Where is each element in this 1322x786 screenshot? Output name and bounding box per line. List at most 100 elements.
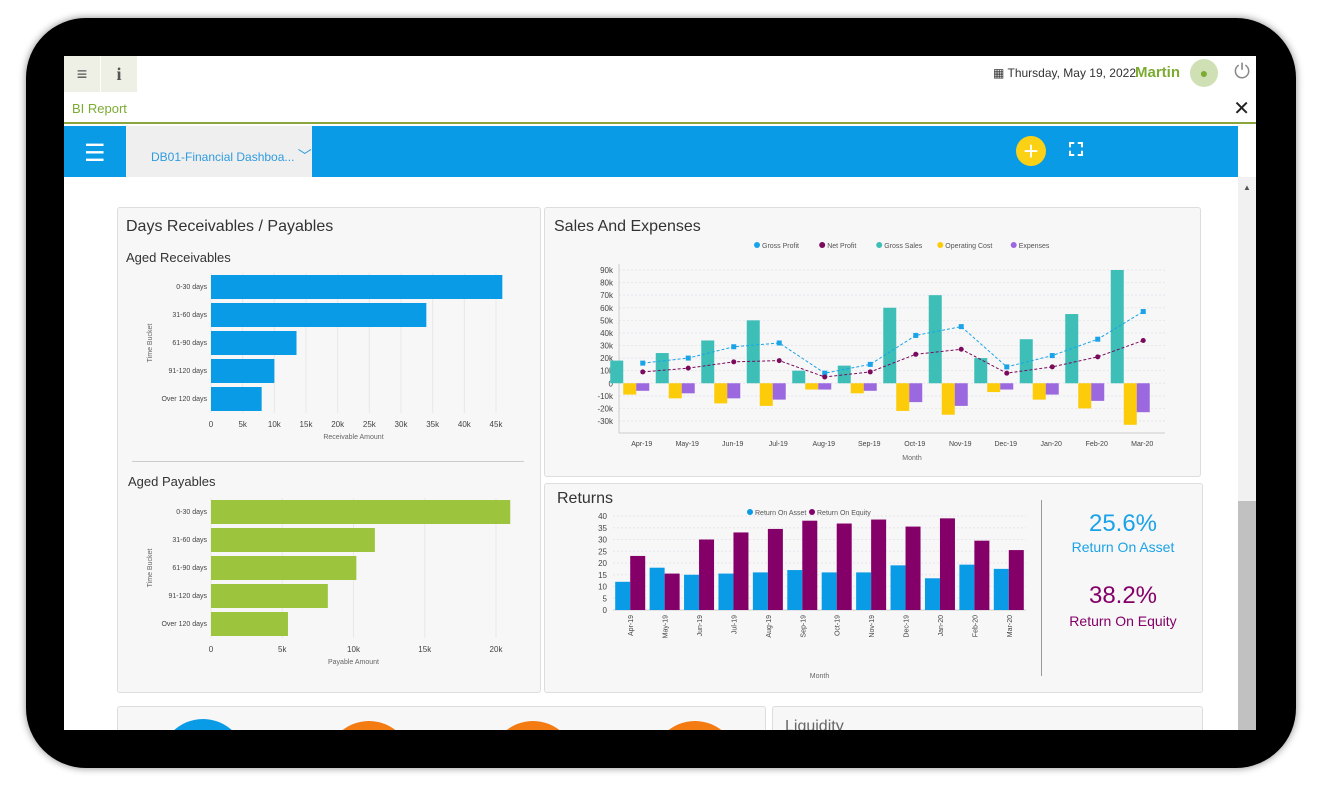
bar bbox=[954, 383, 968, 406]
dashboard-select[interactable]: DB01-Financial Dashboa... ﹀ bbox=[126, 126, 312, 177]
data-point bbox=[1140, 309, 1146, 315]
data-point bbox=[776, 358, 782, 364]
date-display: ▦ Thursday, May 19, 2022 bbox=[993, 66, 1136, 80]
legend-marker bbox=[747, 509, 753, 515]
data-point bbox=[731, 359, 737, 365]
dashboard-menu-icon[interactable]: ☰ bbox=[84, 140, 106, 167]
bar bbox=[863, 383, 877, 391]
bar bbox=[615, 581, 631, 610]
bar bbox=[211, 303, 427, 327]
category-label: 31-60 days bbox=[172, 312, 207, 319]
gauge-circle bbox=[160, 719, 246, 730]
data-point bbox=[867, 369, 873, 375]
scroll-up-icon[interactable]: ▲ bbox=[1243, 183, 1251, 192]
tick-label: 25k bbox=[363, 420, 377, 429]
report-tab-bar: BI Report ✕ bbox=[64, 92, 1256, 124]
add-button[interactable]: + bbox=[1016, 136, 1046, 166]
legend-marker bbox=[809, 509, 815, 515]
tick-label: 80k bbox=[600, 279, 614, 288]
tick-label: 10k bbox=[268, 420, 282, 429]
legend-marker bbox=[876, 242, 883, 248]
avatar[interactable]: ● bbox=[1190, 59, 1218, 87]
legend-marker bbox=[937, 242, 944, 248]
tick-label: Oct-19 bbox=[904, 441, 925, 448]
tick-label: 40k bbox=[458, 420, 472, 429]
bar bbox=[890, 565, 906, 610]
tick-label: 30k bbox=[600, 342, 614, 351]
data-point bbox=[776, 340, 782, 346]
legend-marker bbox=[754, 242, 760, 248]
tick-label: 5k bbox=[278, 645, 287, 654]
bar bbox=[974, 358, 988, 384]
aged-payables-chart: 0 5k 10k 15k 20k 0-30 days 31-60 days 61-90 day… bbox=[147, 498, 511, 666]
bar bbox=[1078, 383, 1092, 409]
hamburger-menu-icon[interactable]: ≡ bbox=[64, 56, 100, 92]
close-icon[interactable]: ✕ bbox=[1233, 98, 1250, 120]
bar bbox=[941, 383, 955, 415]
legend-marker bbox=[1010, 242, 1017, 248]
screen: ≡ i ▦ Thursday, May 19, 2022 Martin ● ⏻ … bbox=[64, 56, 1256, 730]
bar bbox=[772, 383, 786, 400]
bar bbox=[636, 383, 650, 391]
tick-label: 15 bbox=[598, 571, 607, 580]
bar bbox=[1045, 383, 1059, 395]
gauge-circle bbox=[490, 721, 576, 730]
scrollbar-thumb[interactable] bbox=[1238, 501, 1256, 730]
x-axis-label: Month bbox=[810, 673, 830, 680]
roa-value: 25.6% bbox=[1088, 510, 1158, 537]
bar bbox=[939, 518, 955, 610]
calendar-icon: ▦ bbox=[993, 66, 1008, 80]
data-point bbox=[958, 324, 964, 330]
data-point bbox=[1095, 336, 1101, 342]
legend-label: Return On Equity bbox=[817, 510, 871, 517]
data-point bbox=[731, 344, 737, 350]
dashboard-toolbar: ☰ DB01-Financial Dashboa... ﹀ + bbox=[64, 126, 1238, 177]
bar bbox=[681, 383, 695, 394]
bar bbox=[836, 523, 852, 610]
bar bbox=[714, 383, 728, 404]
data-point bbox=[913, 351, 919, 357]
bar bbox=[733, 532, 749, 610]
tick-label: 35 bbox=[598, 524, 607, 533]
bar bbox=[699, 539, 715, 610]
aged-payables-title: Aged Payables bbox=[128, 474, 216, 489]
category-label: 61-90 days bbox=[172, 340, 207, 347]
bar bbox=[759, 383, 773, 406]
category-label: 0-30 days bbox=[176, 284, 207, 291]
data-point bbox=[640, 360, 646, 366]
tick-label: 20k bbox=[600, 354, 614, 363]
gauge-circle bbox=[652, 721, 738, 730]
bar bbox=[718, 573, 734, 610]
bar bbox=[1136, 383, 1150, 413]
bar bbox=[871, 519, 887, 610]
aged-receivables-chart: 0 5k 10k 15k 20k 25k 30k 35k 40k 45k 0-30 days 31-6… bbox=[147, 273, 503, 441]
bar bbox=[211, 331, 297, 355]
category-label: Over 120 days bbox=[161, 621, 207, 628]
bar bbox=[767, 528, 783, 610]
tick-label: Feb-20 bbox=[1086, 441, 1108, 448]
bar bbox=[623, 383, 637, 395]
tick-label: 30k bbox=[395, 420, 409, 429]
bar bbox=[1123, 383, 1137, 425]
tick-label: Aug-19 bbox=[766, 615, 773, 638]
aged-receivables-title: Aged Receivables bbox=[126, 250, 231, 265]
date-text: Thursday, May 19, 2022 bbox=[1007, 66, 1136, 80]
report-tab-title[interactable]: BI Report bbox=[72, 101, 127, 116]
user-name[interactable]: Martin bbox=[1135, 64, 1180, 81]
bar bbox=[1032, 383, 1046, 400]
fullscreen-icon[interactable] bbox=[1069, 142, 1083, 156]
tick-label: Dec-19 bbox=[994, 441, 1017, 448]
data-point bbox=[913, 332, 919, 338]
data-point bbox=[1004, 364, 1010, 370]
power-icon[interactable]: ⏻ bbox=[1234, 61, 1250, 83]
liquidity-panel: Liquidity bbox=[772, 706, 1203, 730]
info-icon[interactable]: i bbox=[101, 56, 137, 92]
category-label: 91-120 days bbox=[168, 593, 207, 600]
panel-title: Returns bbox=[557, 490, 614, 507]
tick-label: 15k bbox=[300, 420, 314, 429]
data-point bbox=[958, 346, 964, 352]
top-bar: ≡ i ▦ Thursday, May 19, 2022 Martin ● ⏻ bbox=[64, 56, 1256, 92]
chevron-down-icon: ﹀ bbox=[297, 148, 312, 164]
tick-label: Oct-19 bbox=[835, 615, 842, 636]
bar bbox=[993, 568, 1009, 610]
